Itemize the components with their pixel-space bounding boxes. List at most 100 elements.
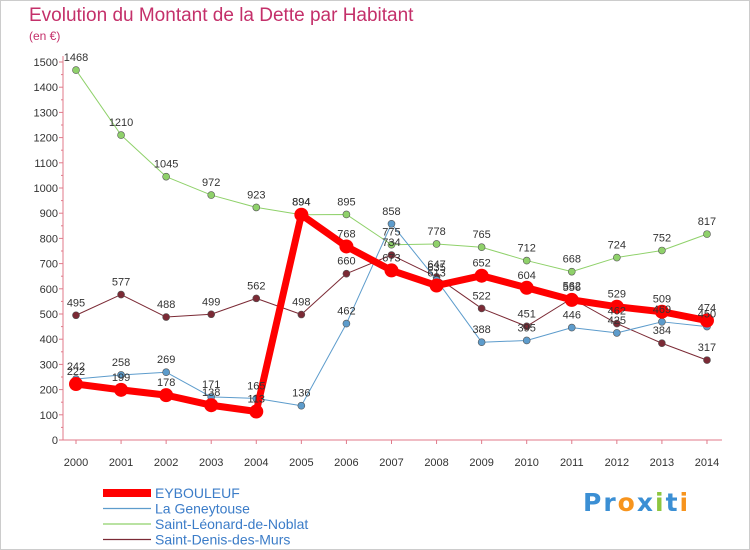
legend-label: Saint-Denis-des-Murs xyxy=(155,532,290,548)
x-tick-label: 2012 xyxy=(605,457,629,469)
data-label: 613 xyxy=(427,268,445,280)
data-point xyxy=(69,377,83,392)
data-label: 171 xyxy=(202,379,220,391)
data-point xyxy=(522,322,531,331)
data-point xyxy=(613,329,621,337)
data-label: 556 xyxy=(563,282,581,294)
y-tick-label: 100 xyxy=(40,410,58,422)
data-label: 562 xyxy=(563,280,581,292)
data-point xyxy=(658,339,666,348)
data-label: 395 xyxy=(518,322,536,334)
data-label: 388 xyxy=(472,324,490,336)
data-label: 894 xyxy=(292,197,310,209)
data-point xyxy=(613,253,621,262)
chart-title: Evolution du Montant de la Dette par Hab… xyxy=(29,5,414,26)
data-label: 165 xyxy=(247,380,265,392)
data-label: 222 xyxy=(67,366,85,378)
data-label: 495 xyxy=(67,297,85,309)
x-tick-label: 2010 xyxy=(514,457,538,469)
y-tick-label: 300 xyxy=(40,359,58,371)
y-tick-label: 1400 xyxy=(34,82,58,94)
data-point xyxy=(522,256,531,265)
data-label: 425 xyxy=(608,315,626,327)
data-label: 317 xyxy=(698,342,716,354)
x-tick-label: 2002 xyxy=(154,457,178,469)
data-point xyxy=(474,268,489,283)
data-label: 1210 xyxy=(109,117,133,129)
data-point xyxy=(699,313,714,328)
legend-label: La Geneytouse xyxy=(155,501,250,517)
data-label: 509 xyxy=(653,294,671,306)
data-label: 446 xyxy=(563,310,581,322)
data-label: 768 xyxy=(337,228,355,240)
y-tick-label: 1000 xyxy=(34,183,58,195)
y-tick-label: 700 xyxy=(40,259,58,271)
x-tick-label: 2007 xyxy=(379,457,403,469)
y-tick-label: 800 xyxy=(40,233,58,245)
data-point xyxy=(204,398,219,413)
data-point xyxy=(387,251,396,259)
brand-letter: r xyxy=(603,488,618,517)
x-tick-label: 2013 xyxy=(650,457,674,469)
data-label: 734 xyxy=(382,237,400,249)
data-point xyxy=(387,219,396,228)
data-label: 660 xyxy=(337,256,355,268)
y-tick-label: 500 xyxy=(40,309,58,321)
x-tick-label: 2006 xyxy=(334,457,358,469)
y-tick-label: 600 xyxy=(40,284,58,296)
data-label: 499 xyxy=(202,296,220,308)
data-label: 668 xyxy=(563,254,581,266)
y-tick-label: 400 xyxy=(40,334,58,346)
data-point xyxy=(654,304,669,319)
data-point xyxy=(613,319,621,328)
data-point xyxy=(477,338,486,347)
data-label: 972 xyxy=(202,177,220,189)
data-point xyxy=(564,292,579,307)
data-point xyxy=(342,319,351,328)
data-label: 858 xyxy=(382,206,400,218)
y-tick-label: 1200 xyxy=(34,133,58,145)
data-point xyxy=(339,239,354,254)
data-label: 604 xyxy=(518,270,536,282)
x-tick-label: 2014 xyxy=(695,457,719,469)
data-label: 136 xyxy=(292,388,310,400)
y-tick-label: 900 xyxy=(40,208,58,220)
data-label: 635 xyxy=(427,262,445,274)
data-point xyxy=(252,203,261,212)
brand-letter: i xyxy=(679,488,691,517)
legend-label: EYBOULEUF xyxy=(155,485,240,501)
data-point xyxy=(294,207,309,222)
data-point xyxy=(207,310,216,319)
data-point xyxy=(159,388,174,403)
data-point xyxy=(117,131,125,139)
unit-label: (en €) xyxy=(29,29,61,43)
brand-letter: t xyxy=(665,488,680,517)
data-label: 488 xyxy=(157,299,175,311)
data-point xyxy=(207,191,216,199)
data-label: 469 xyxy=(653,304,671,316)
data-label: 178 xyxy=(157,377,175,389)
x-tick-label: 2011 xyxy=(560,457,584,469)
x-tick-label: 2009 xyxy=(469,457,493,469)
data-point xyxy=(249,404,264,419)
data-label: 462 xyxy=(608,306,626,318)
data-point xyxy=(342,210,351,219)
x-tick-label: 2008 xyxy=(424,457,448,469)
y-tick-label: 1500 xyxy=(34,57,58,69)
data-point xyxy=(252,294,261,303)
data-point xyxy=(429,278,444,293)
brand-letter: o xyxy=(617,488,637,517)
data-point xyxy=(432,240,441,248)
data-label: 562 xyxy=(247,280,265,292)
data-label: 529 xyxy=(608,289,626,301)
data-label: 474 xyxy=(698,303,716,315)
data-label: 894 xyxy=(292,197,310,209)
x-tick-label: 2003 xyxy=(199,457,223,469)
data-label: 522 xyxy=(472,290,490,302)
data-point xyxy=(342,269,351,278)
data-label: 258 xyxy=(112,357,130,369)
data-label: 1468 xyxy=(64,52,88,64)
data-point xyxy=(162,172,170,181)
data-point xyxy=(387,240,396,249)
